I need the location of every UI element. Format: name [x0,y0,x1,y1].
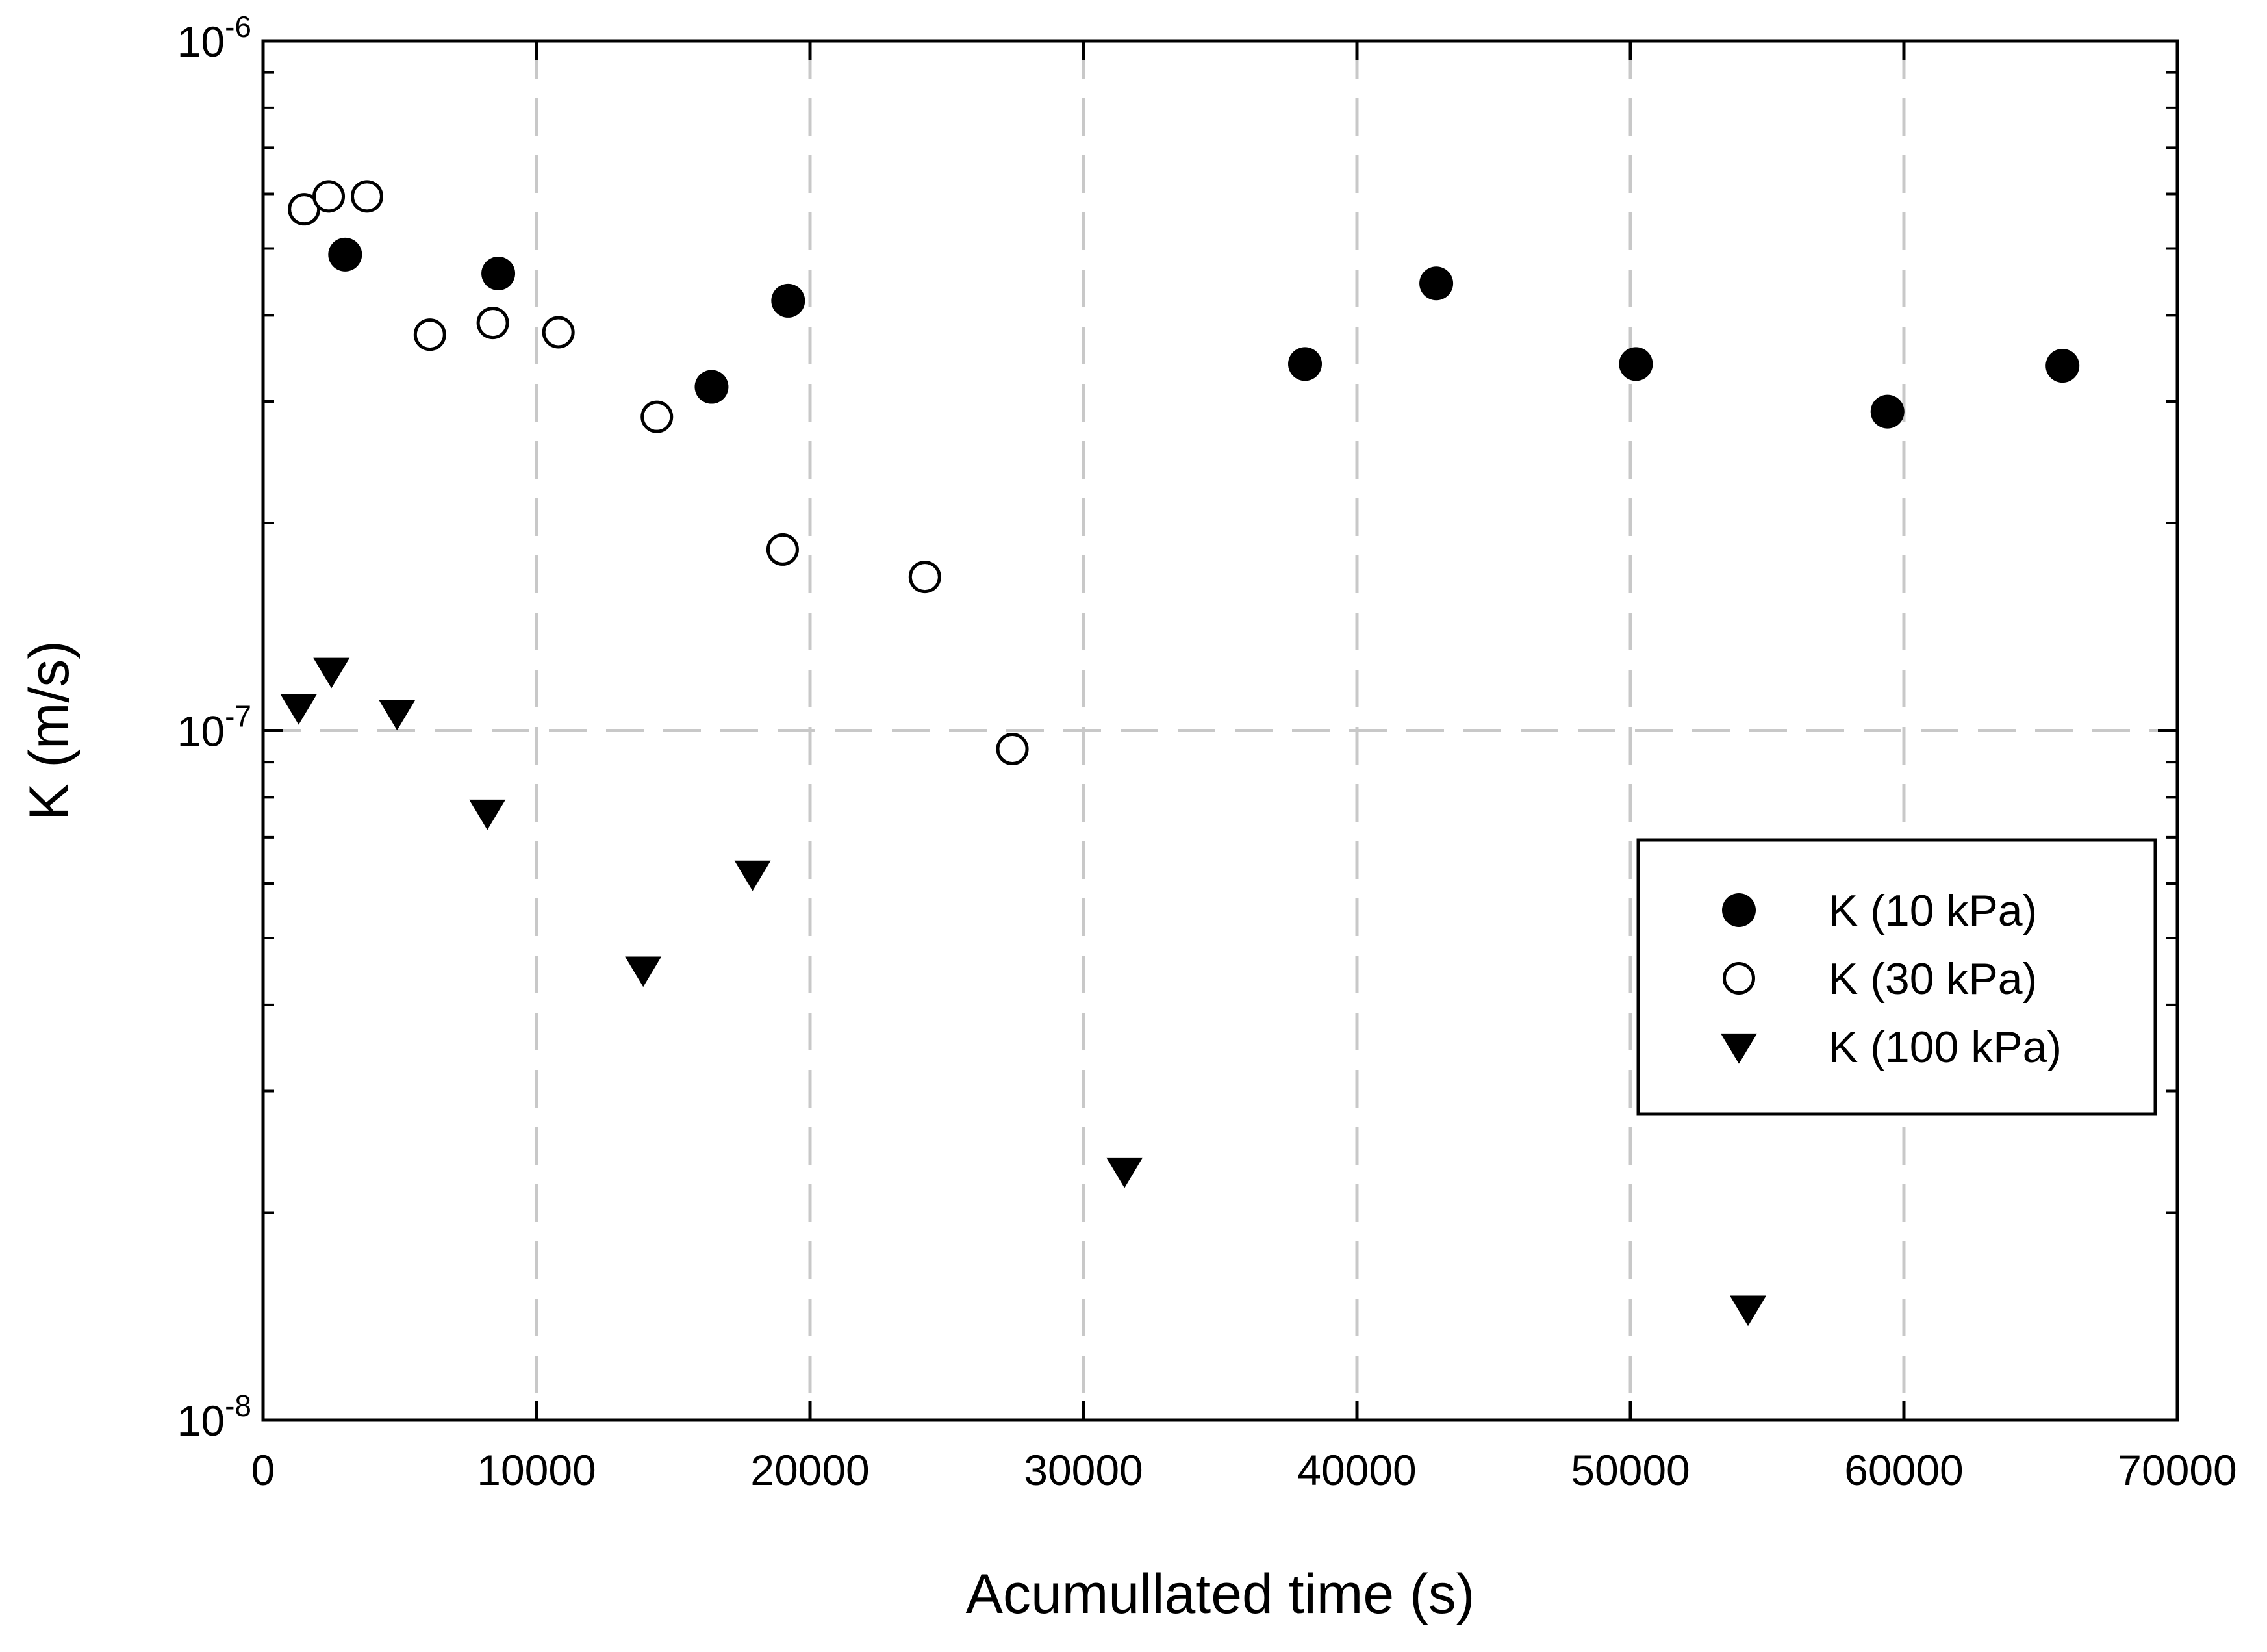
y-tick-label-base: 10 [177,1397,225,1445]
data-point [350,180,383,213]
x-axis-title: Acumullated time (s) [966,1563,1475,1625]
legend-item: K (10 kPa) [1722,886,2037,935]
legend-marker [1721,1033,1757,1064]
legend-item: K (100 kPa) [1721,1023,2062,1072]
data-point [542,316,575,349]
data-point [996,733,1029,766]
y-axis-title: K (m/s) [18,641,81,820]
data-point [328,237,362,272]
data-point [2045,349,2080,383]
data-point [1619,347,1653,381]
data-point [413,318,446,351]
y-tick-label-exponent: -6 [225,10,251,44]
x-tick-label: 60000 [1844,1446,1964,1494]
data-point [1730,1295,1767,1327]
y-tick-label: 10-6 [177,10,251,66]
x-tick-label: 40000 [1297,1446,1417,1494]
x-tick-label: 0 [251,1446,275,1494]
grid [263,41,2177,1420]
plot-area-frame [261,39,2179,1422]
y-tick-label: 10-7 [177,700,251,756]
minor-ticks [263,71,2177,1214]
y-tick-label-exponent: -7 [225,700,251,733]
legend-marker [1723,962,1755,995]
legend-label: K (100 kPa) [1829,1023,2062,1072]
data-point [908,561,941,594]
data-point [313,657,350,689]
legend: K (10 kPa) K (30 kPa) K (100 kPa) [1636,838,2157,1116]
data-point [1106,1157,1143,1188]
y-tick-label-exponent: -8 [225,1389,251,1423]
data-point [288,193,321,226]
data-point [771,283,805,318]
data-point [766,533,799,566]
data-point [1870,394,1905,429]
y-tick-label-base: 10 [177,18,225,66]
data-point [1288,347,1323,381]
data-point [476,307,509,340]
data-series [280,180,2080,1327]
x-tick-label: 30000 [1024,1446,1143,1494]
legend-item: K (30 kPa) [1723,954,2037,1004]
x-tick-label: 10000 [477,1446,596,1494]
data-point [625,956,662,987]
data-point [379,700,416,731]
y-tick-label-base: 10 [177,707,225,756]
series-2 [288,180,1029,766]
series-1 [328,237,2080,429]
legend-marker [1722,893,1756,927]
y-tick-label: 10-8 [177,1389,251,1445]
x-tick-label: 20000 [750,1446,870,1494]
x-tick-label: 50000 [1571,1446,1690,1494]
data-point [469,799,506,830]
legend-label: K (30 kPa) [1829,954,2037,1004]
data-point [694,370,729,404]
x-tick-label: 70000 [2118,1446,2237,1494]
x-tick-labels: 0 10000 20000 30000 40000 50000 60000 70000 [251,1446,2237,1494]
data-point [312,180,346,213]
y-tick-labels: 10-810-710-6 [177,10,251,1445]
data-point [640,400,674,433]
data-point [1419,266,1454,301]
data-point [280,694,317,725]
data-point [481,256,516,290]
data-point [734,860,771,891]
series-3 [280,657,1767,1327]
legend-label: K (10 kPa) [1829,886,2037,935]
